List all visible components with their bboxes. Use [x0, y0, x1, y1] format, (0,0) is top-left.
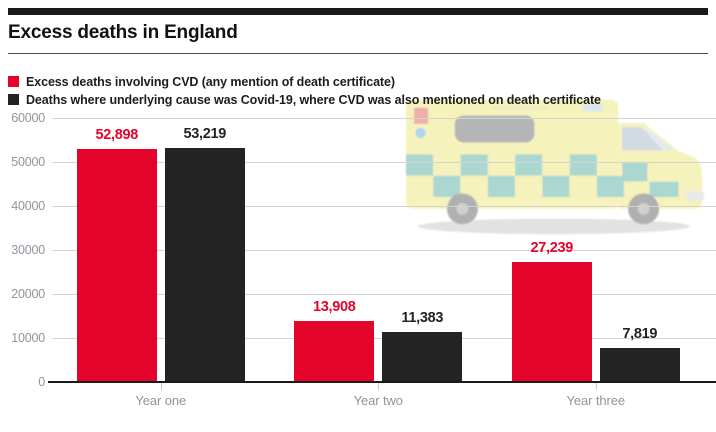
- gridline: [52, 249, 716, 251]
- y-axis-tick-label: 20000: [11, 287, 45, 301]
- x-axis-tick: [595, 383, 597, 390]
- y-axis-tick-label: 10000: [11, 331, 45, 345]
- legend-item-cvd: Excess deaths involving CVD (any mention…: [8, 73, 708, 91]
- legend-label: Deaths where underlying cause was Covid-…: [26, 92, 601, 107]
- x-axis-category-label: Year three: [566, 393, 625, 408]
- x-axis-category-label: Year one: [135, 393, 187, 408]
- bar-value-label: 7,819: [622, 325, 658, 342]
- bar-value-label: 11,383: [401, 309, 444, 326]
- y-axis-tick-label: 30000: [11, 243, 45, 257]
- bar-value-label: 52,898: [95, 127, 139, 144]
- page-title: Excess deaths in England: [8, 22, 238, 43]
- x-axis-tick: [378, 383, 380, 390]
- gridline: [52, 117, 716, 119]
- y-axis-tick-label: 50000: [11, 155, 45, 169]
- top-rule-bar: [8, 8, 708, 15]
- bar-covid: [164, 147, 245, 382]
- legend-item-covid: Deaths where underlying cause was Covid-…: [8, 91, 708, 109]
- y-axis-tick-label: 60000: [11, 111, 45, 125]
- y-axis-tick-label: 0: [38, 375, 45, 389]
- legend-swatch-black: [8, 94, 19, 106]
- bar-cvd: [511, 262, 592, 382]
- gridline: [52, 205, 716, 207]
- legend-swatch-red: [8, 76, 19, 88]
- ambulance-image: [405, 99, 704, 235]
- x-axis-line: [48, 381, 716, 383]
- bar-value-label: 53,219: [183, 125, 227, 142]
- legend-label: Excess deaths involving CVD (any mention…: [26, 74, 395, 89]
- chart-legend: Excess deaths involving CVD (any mention…: [8, 73, 708, 109]
- y-axis-tick-label: 40000: [11, 199, 45, 213]
- gridline: [52, 161, 716, 163]
- bar-cvd: [294, 320, 375, 382]
- bar-value-label: 13,908: [312, 298, 356, 315]
- bar-cvd: [76, 149, 157, 382]
- bar-covid: [599, 347, 680, 382]
- title-underline: [8, 52, 708, 54]
- bar-value-label: 27,239: [530, 240, 574, 257]
- gridline: [52, 293, 716, 295]
- x-axis-tick: [160, 383, 162, 390]
- bar-covid: [382, 331, 463, 382]
- x-axis-category-label: Year two: [353, 393, 403, 408]
